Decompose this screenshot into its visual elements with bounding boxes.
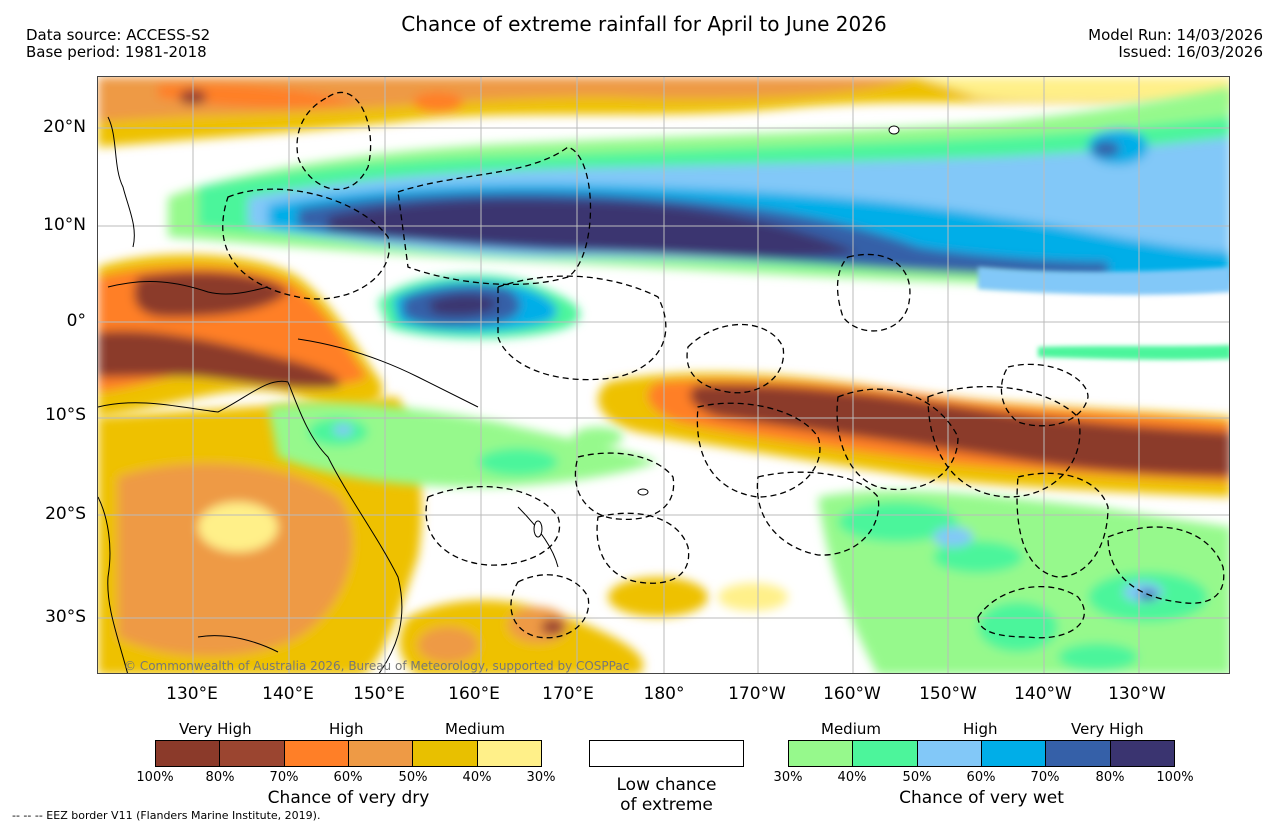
legend-wet-tick: 100% [1156, 770, 1194, 785]
legend-dry-medium: Medium [445, 720, 505, 738]
legend-dry-tick: 70% [269, 770, 299, 785]
lon-label-130w: 130°W [1108, 684, 1166, 704]
legend-wet-swatch [1110, 741, 1174, 766]
lat-label-20n: 20°N [43, 117, 86, 137]
legend-dry-very-high: Very High [179, 720, 252, 738]
coastlines [98, 116, 559, 673]
lat-label-10s: 10°S [45, 405, 86, 425]
rainfall-map [97, 76, 1230, 674]
wet-anomaly-equatorial [378, 274, 581, 339]
lat-label-30s: 30°S [45, 607, 86, 627]
legend-low-swatch [589, 740, 744, 767]
eez-footer-note: -- -- -- EEZ border V11 (Flanders Marine… [12, 809, 321, 822]
wet-anomaly-coral-sea [268, 402, 658, 487]
legend-dry-swatch [284, 741, 349, 766]
legend-wet-swatch [853, 741, 918, 766]
data-source: Data source: ACCESS-S2 [26, 26, 211, 44]
dry-anomaly-maritime-continent [98, 254, 383, 417]
legend-wet-medium: Medium [821, 720, 881, 738]
lat-label-20s: 20°S [45, 504, 86, 524]
legend-dry-tick: 50% [398, 770, 428, 785]
legend-wet-tick: 70% [1030, 770, 1060, 785]
lon-label-140w: 140°W [1014, 684, 1072, 704]
legend-low-caption: Low chance of extreme [589, 775, 744, 815]
lat-label-10n: 10°N [43, 215, 86, 235]
model-run: Model Run: 14/03/2026 [1088, 26, 1263, 44]
wet-anomaly-north-band [168, 87, 1229, 285]
lon-label-170w: 170°W [728, 684, 786, 704]
lon-label-150w: 150°W [919, 684, 977, 704]
legend-dry-colorbar [155, 740, 542, 767]
base-period: Base period: 1981-2018 [26, 43, 207, 61]
dry-anomaly-australia [98, 397, 422, 673]
lon-label-170e: 170°E [542, 684, 594, 704]
wet-anomaly-east-strips [978, 267, 1229, 360]
legend-wet-tick: 80% [1095, 770, 1125, 785]
graticule [98, 77, 1229, 673]
legend-wet-swatch [789, 741, 854, 766]
legend-wet-tick: 50% [902, 770, 932, 785]
legend-wet-tick: 30% [773, 770, 803, 785]
map-copyright: © Commonwealth of Australia 2026, Bureau… [124, 659, 630, 673]
dry-anomaly-south-pacific-band [598, 372, 1229, 497]
legend-dry-tick: 40% [462, 770, 492, 785]
legend-dry-tick: 80% [205, 770, 235, 785]
legend-dry-swatch [477, 741, 541, 766]
legend-wet-caption: Chance of very wet [899, 788, 1064, 808]
legend-wet-swatch [917, 741, 982, 766]
lon-label-150e: 150°E [353, 684, 405, 704]
legend-dry-swatch [220, 741, 285, 766]
wet-anomaly-south-east [818, 490, 1229, 673]
legend-wet-colorbar [788, 740, 1175, 767]
legend-wet-swatch [1046, 741, 1111, 766]
lon-label-130e: 130°E [166, 684, 218, 704]
lon-label-160e: 160°E [448, 684, 500, 704]
lon-label-160w: 160°W [823, 684, 881, 704]
meta-right: Model Run: 14/03/2026 Issued: 16/03/2026 [1088, 27, 1263, 61]
lon-label-140e: 140°E [262, 684, 314, 704]
legend-wet-tick: 40% [837, 770, 867, 785]
map-title: Chance of extreme rainfall for April to … [401, 12, 887, 36]
legend-dry-tick: 60% [333, 770, 363, 785]
legend-wet-very-high: Very High [1071, 720, 1144, 738]
legend-dry-high: High [329, 720, 364, 738]
lat-label-0: 0° [66, 311, 86, 331]
islands [533, 125, 900, 538]
legend-dry-caption: Chance of very dry [267, 788, 430, 808]
meta-left: Data source: ACCESS-S2 Base period: 1981… [26, 27, 210, 61]
legend-wet-tick: 60% [966, 770, 996, 785]
map-canvas [98, 77, 1229, 673]
legend-dry-tick: 100% [136, 770, 174, 785]
legend-low-line2: of extreme [620, 795, 713, 815]
legend-wet-swatch [981, 741, 1047, 766]
legend-dry-swatch [348, 741, 414, 766]
legend-wet-high: High [963, 720, 998, 738]
legend-dry-swatch [156, 741, 221, 766]
lon-label-180: 180° [643, 684, 685, 704]
legend-low-line1: Low chance [616, 775, 717, 795]
issued-date: Issued: 16/03/2026 [1118, 43, 1263, 61]
legend-dry-swatch [413, 741, 478, 766]
legend-dry-tick: 30% [526, 770, 556, 785]
eez-borders [222, 91, 1225, 639]
